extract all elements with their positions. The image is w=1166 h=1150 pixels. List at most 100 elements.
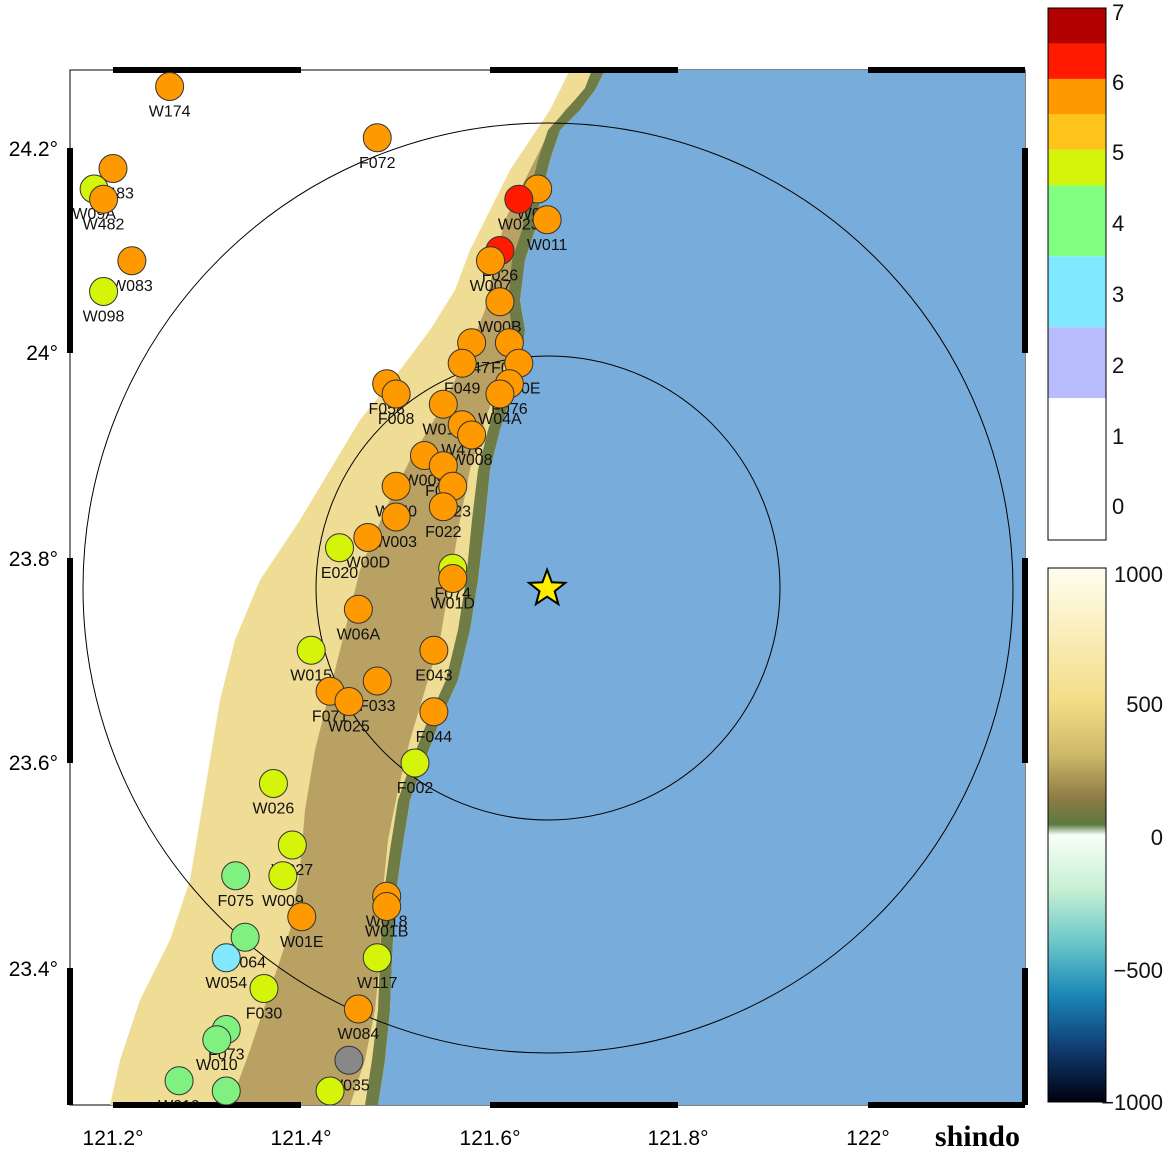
station-marker[interactable] bbox=[476, 246, 505, 276]
distance-circle-inner bbox=[315, 355, 781, 821]
shindo-label: 0 bbox=[1112, 494, 1124, 519]
station-code-label: W019 bbox=[158, 1098, 200, 1115]
station-marker[interactable] bbox=[117, 246, 147, 276]
shindo-color-band bbox=[1048, 185, 1106, 257]
station-code-label: W084 bbox=[337, 1026, 379, 1043]
station-marker[interactable] bbox=[532, 205, 562, 235]
station-marker[interactable] bbox=[428, 389, 458, 419]
station-marker[interactable] bbox=[230, 922, 260, 952]
station-code-label: W025 bbox=[328, 719, 370, 736]
station-code-label: W003 bbox=[375, 534, 417, 551]
station-code-label: F030 bbox=[246, 1006, 283, 1023]
station-marker[interactable] bbox=[400, 748, 430, 778]
station-code-label: F049 bbox=[444, 380, 481, 397]
station-code-label: W036 bbox=[309, 1108, 351, 1125]
elevation-label: 0 bbox=[1151, 825, 1163, 850]
station-code-label: F044 bbox=[416, 729, 453, 746]
map-border bbox=[67, 67, 1028, 1108]
shindo-colorbar-frame bbox=[1047, 7, 1107, 541]
map-terrain bbox=[110, 70, 1025, 1105]
station-marker[interactable] bbox=[325, 533, 354, 563]
station-marker[interactable] bbox=[258, 769, 288, 798]
station-marker[interactable] bbox=[343, 594, 373, 624]
station-marker[interactable] bbox=[249, 974, 279, 1003]
station-marker[interactable] bbox=[504, 184, 534, 214]
elevation-label: 1000 bbox=[1114, 562, 1163, 587]
lat-tick-labels: 24.2° 24° 23.8° 23.6° 23.4° bbox=[9, 138, 58, 981]
station-marker[interactable] bbox=[419, 697, 449, 727]
epicenter-star-icon bbox=[526, 566, 568, 607]
shindo-color-band bbox=[1048, 327, 1106, 399]
station-marker[interactable] bbox=[221, 861, 251, 891]
station-marker[interactable] bbox=[362, 123, 392, 153]
land-low bbox=[365, 70, 605, 1105]
station-marker[interactable] bbox=[164, 1066, 194, 1096]
lon-tick: 122° bbox=[846, 1127, 889, 1150]
station-marker[interactable] bbox=[447, 348, 477, 378]
station-marker[interactable] bbox=[438, 564, 468, 593]
station-code-label: W00D bbox=[346, 555, 390, 572]
shindo-color-band bbox=[1048, 43, 1106, 79]
elevation-colorbar bbox=[1047, 567, 1107, 1103]
elevation-scale: 1000 500 0 −500 −1000 bbox=[1047, 562, 1163, 1115]
station-marker[interactable] bbox=[287, 902, 317, 932]
station-marker[interactable] bbox=[381, 379, 411, 409]
station-code-label: W026 bbox=[253, 801, 295, 818]
station-marker[interactable] bbox=[89, 184, 119, 214]
station-marker[interactable] bbox=[202, 1025, 232, 1055]
station-marker[interactable] bbox=[372, 892, 402, 921]
station-marker[interactable] bbox=[277, 830, 307, 860]
shindo-scale: 7 6 5 4 3 2 1 0 bbox=[1047, 0, 1124, 576]
station-marker[interactable] bbox=[362, 666, 392, 696]
shindo-color-band bbox=[1048, 398, 1106, 576]
station-code-label: W008 bbox=[451, 452, 493, 469]
scale-title: shindo bbox=[935, 1120, 1020, 1150]
station-marker[interactable] bbox=[428, 492, 458, 522]
station-code-label: W01B bbox=[365, 924, 409, 941]
station-code-label: W01D bbox=[431, 596, 475, 613]
station-code-label: F075 bbox=[217, 893, 254, 910]
shindo-label: 7 bbox=[1112, 0, 1124, 25]
station-code-label: W010 bbox=[196, 1057, 238, 1074]
station-marker[interactable] bbox=[211, 943, 241, 973]
shindo-color-band bbox=[1048, 149, 1106, 186]
station-marker[interactable] bbox=[353, 523, 383, 552]
station-code-label: F033 bbox=[359, 698, 396, 715]
distance-circle-outer bbox=[82, 122, 1014, 1054]
station-code-label: E020 bbox=[321, 565, 358, 582]
station-marker[interactable] bbox=[381, 502, 411, 532]
station-marker[interactable] bbox=[155, 72, 185, 101]
station-code-label: F008 bbox=[378, 411, 415, 428]
station-marker[interactable] bbox=[89, 277, 119, 306]
station-marker[interactable] bbox=[296, 635, 326, 665]
station-marker[interactable] bbox=[343, 994, 373, 1024]
station-marker[interactable] bbox=[362, 943, 392, 973]
station-marker[interactable] bbox=[457, 420, 487, 450]
station-code-label: W054 bbox=[205, 975, 247, 992]
elevation-label: −500 bbox=[1113, 958, 1163, 983]
station-code-label: W020 bbox=[205, 1108, 247, 1125]
shindo-label: 1 bbox=[1112, 424, 1124, 449]
station-code-label: F002 bbox=[397, 780, 434, 797]
shindo-label: 2 bbox=[1112, 353, 1124, 378]
sea bbox=[378, 70, 1025, 1105]
lon-tick: 121.6° bbox=[460, 1127, 521, 1150]
station-marker[interactable] bbox=[211, 1076, 241, 1105]
station-code-label: W06A bbox=[337, 626, 381, 643]
station-marker[interactable] bbox=[485, 379, 515, 409]
lon-tick: 121.4° bbox=[271, 1127, 332, 1150]
station-marker[interactable] bbox=[381, 471, 411, 501]
station-code-label: W011 bbox=[527, 237, 568, 254]
station-marker[interactable] bbox=[334, 1045, 364, 1075]
shindo-color-band bbox=[1048, 8, 1106, 44]
lon-tick: 121.2° bbox=[83, 1127, 144, 1150]
station-marker[interactable] bbox=[268, 861, 298, 891]
station-marker[interactable] bbox=[419, 635, 449, 665]
station-marker[interactable] bbox=[485, 287, 515, 317]
station-marker[interactable] bbox=[98, 154, 128, 183]
station-marker[interactable] bbox=[315, 1076, 345, 1105]
station-code-label: W482 bbox=[83, 216, 125, 233]
station-marker[interactable] bbox=[334, 687, 364, 716]
station-code-label: W018 bbox=[366, 913, 408, 930]
